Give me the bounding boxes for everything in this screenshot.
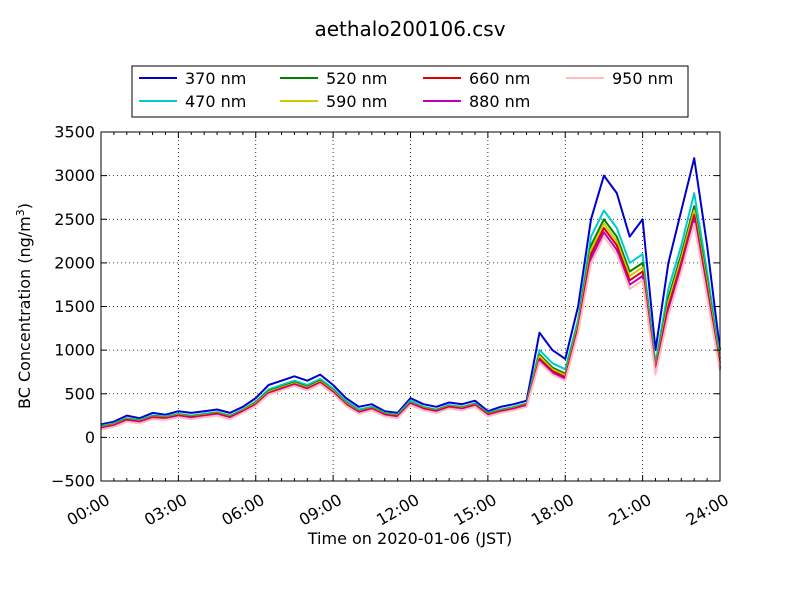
series-line-950-nm: [100, 222, 721, 431]
y-tick-label: 1000: [54, 341, 95, 360]
legend-label: 950 nm: [612, 69, 673, 88]
x-tick-label: 03:00: [141, 490, 190, 530]
x-tick-label: 09:00: [296, 490, 345, 530]
y-tick-label: 3500: [54, 123, 95, 142]
grid-layer: [101, 132, 720, 481]
y-axis-label-tail: ): [15, 203, 34, 209]
x-axis-label: Time on 2020-01-06 (JST): [307, 529, 512, 548]
y-axis-label-main: BC Concentration (ng/m: [15, 216, 34, 409]
y-tick-label: 1500: [54, 297, 95, 316]
legend-label: 470 nm: [185, 92, 246, 111]
y-tick-label: −500: [51, 472, 95, 491]
y-tick-label: 3000: [54, 166, 95, 185]
x-tick-label: 18:00: [528, 490, 577, 530]
x-tick-label: 15:00: [450, 490, 499, 530]
y-axis-label-superscript: 3: [14, 209, 27, 216]
y-tick-label: 0: [85, 428, 95, 447]
series-line-660-nm: [100, 213, 721, 429]
legend-label: 660 nm: [469, 69, 530, 88]
series-line-590-nm: [100, 209, 721, 429]
series-layer: [100, 157, 721, 431]
chart-title: aethalo200106.csv: [314, 17, 506, 41]
x-tick-label: 06:00: [218, 490, 267, 530]
tick-layer: [100, 131, 721, 482]
x-tick-label: 00:00: [64, 490, 113, 530]
y-axis-label: BC Concentration (ng/m3): [14, 203, 35, 409]
legend-label: 370 nm: [185, 69, 246, 88]
y-tick-label: 500: [64, 384, 95, 403]
x-tick-label: 24:00: [683, 490, 732, 530]
y-tick-label: 2000: [54, 253, 95, 272]
legend-label: 880 nm: [469, 92, 530, 111]
legend: 370 nm 470 nm 520 nm 590 nm 660 nm 880 nm 950 …: [131, 65, 689, 118]
x-tick-label: 12:00: [373, 490, 422, 530]
legend-label: 520 nm: [326, 69, 387, 88]
series-line-370-nm: [100, 157, 721, 426]
tick-label-layer: 00:00 03:00 06:00 09:00 12:00 15:00 18:00 21:00…: [51, 123, 732, 530]
y-tick-label: 2500: [54, 210, 95, 229]
legend-label: 590 nm: [326, 92, 387, 111]
x-tick-label: 21:00: [605, 490, 654, 530]
legend-box: [131, 65, 689, 118]
